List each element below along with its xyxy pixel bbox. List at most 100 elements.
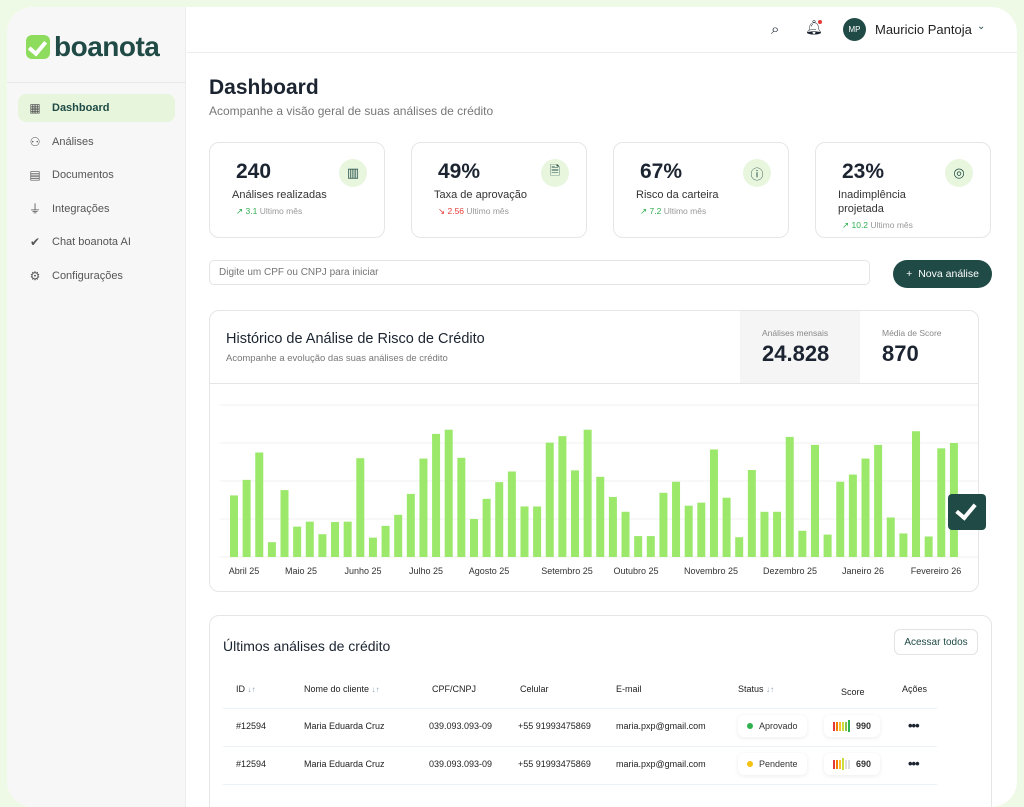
chart-bar (469, 519, 478, 557)
cell-email: maria.pxp@gmail.com (616, 721, 706, 731)
cpf-cnpj-search-input[interactable] (209, 260, 870, 285)
chart-bar (608, 496, 617, 557)
stat-value: 67% (640, 160, 683, 183)
column-header-status[interactable]: Status ↓↑ (738, 684, 774, 694)
chart-bar (255, 452, 264, 557)
document-icon: ▤ (29, 168, 41, 182)
chart-bar (773, 511, 782, 557)
chart-bar (545, 442, 554, 557)
plus-icon: + (906, 268, 913, 280)
sidebar-item-label: Dashboard (52, 102, 110, 114)
search-icon[interactable]: ⌕ (771, 21, 780, 38)
status-label: Pendente (759, 759, 798, 769)
column-header-score: Score (841, 687, 865, 697)
chart-bar (520, 506, 529, 557)
sidebar-item-chat[interactable]: ✔ Chat boanota AI (18, 228, 175, 256)
x-tick-label: Abril 25 (229, 566, 260, 576)
column-header-doc: CPF/CNPJ (432, 684, 477, 694)
sidebar-item-integracoes[interactable]: ⏚ Integrações (18, 195, 175, 223)
table-title: Últimos análises de crédito (223, 638, 391, 654)
chart-bar (709, 449, 718, 557)
chart-bar (356, 458, 365, 557)
chart-bar (230, 495, 238, 557)
sort-icon: ↓↑ (247, 685, 256, 694)
plug-icon: ⏚ (28, 202, 41, 216)
grid-icon: ▦ (29, 101, 41, 115)
cell-phone: +55 91993475869 (518, 721, 591, 731)
stat-trend: ↗ 10.2 Ultimo mês (842, 220, 913, 231)
sidebar-item-label: Configurações (52, 269, 123, 282)
view-all-button[interactable]: Acessar todos (894, 629, 978, 655)
stat-delta: 10.2 (851, 220, 869, 230)
cell-doc: 039.093.093-09 (429, 721, 493, 731)
chart-bar (331, 522, 340, 557)
kpi-label: Média de Score (882, 328, 942, 338)
stat-delta: 3.1 (245, 206, 258, 216)
chart-bar (810, 444, 819, 557)
logo[interactable]: boanota (26, 31, 160, 63)
trend-up-icon: ↗ (640, 206, 650, 216)
chat-boanota-button[interactable] (948, 494, 986, 530)
column-header-name[interactable]: Nome do cliente ↓↑ (304, 684, 380, 694)
x-tick-label: Dezembro 25 (763, 566, 817, 576)
trend-up-icon: ↗ (842, 220, 852, 230)
sidebar-nav: ▦ Dashboard ⚇ Análises ▤ Documentos ⏚ Integr… (18, 94, 175, 295)
x-tick-label: Julho 25 (409, 566, 443, 576)
chart-bar (457, 457, 466, 557)
x-tick-label: Novembro 25 (684, 566, 738, 576)
status-dot (747, 723, 753, 729)
user-name[interactable]: Mauricio Pantoja (875, 22, 972, 37)
logo-text: boanota (54, 31, 160, 62)
chart-bar (684, 505, 693, 557)
status-badge: Pendente (738, 753, 807, 775)
sidebar-item-analises[interactable]: ⚇ Análises (18, 128, 175, 156)
x-tick-label: Outubro 25 (613, 566, 658, 576)
stat-delta: 7.2 (649, 206, 662, 216)
stat-period: Ultimo mês (870, 220, 913, 230)
column-header-email: E-mail (616, 684, 642, 694)
button-label: Nova análise (918, 268, 979, 280)
more-actions-icon[interactable]: ••• (908, 718, 920, 733)
status-badge: Aprovado (738, 715, 807, 737)
new-analysis-button[interactable]: + Nova análise (893, 260, 992, 288)
kpi-value: 870 (882, 341, 919, 366)
chart-bar (419, 458, 428, 557)
divider (210, 383, 978, 384)
cell-doc: 039.093.093-09 (429, 759, 493, 769)
sort-icon: ↓↑ (371, 685, 380, 694)
sidebar-item-documentos[interactable]: ▤ Documentos (18, 161, 175, 189)
sidebar-item-label: Análises (52, 135, 94, 148)
status-dot (747, 761, 753, 767)
avatar[interactable]: MP (843, 18, 866, 41)
kpi-average-score: Média de Score 870 (860, 311, 978, 383)
trend-down-icon: ↘ (438, 206, 448, 216)
sidebar-item-configuracoes[interactable]: ⚙ Configurações (18, 262, 175, 290)
chart-bar (899, 533, 908, 557)
chart-bar (646, 536, 655, 557)
cell-phone: +55 91993475869 (518, 759, 591, 769)
boanota-logo-icon (26, 35, 50, 59)
chart-bar (785, 436, 794, 557)
bar-chart: Abril 25 Maio 25 Junho 25 Julho 25 Agosto 25… (220, 404, 978, 576)
chart-bar (659, 492, 668, 557)
chevron-down-icon[interactable]: ⌄ (977, 21, 986, 32)
stat-delta: 2.56 (447, 206, 465, 216)
column-header-id[interactable]: ID ↓↑ (236, 684, 256, 694)
chart-bar (533, 506, 542, 557)
x-tick-label: Agosto 25 (469, 566, 510, 576)
stat-label: Risco da carteira (636, 189, 719, 201)
header-label: Nome do cliente (304, 684, 370, 694)
chart-bar (861, 458, 870, 557)
sidebar-item-dashboard[interactable]: ▦ Dashboard (18, 94, 175, 122)
chart-bar (444, 429, 453, 557)
more-actions-icon[interactable]: ••• (908, 756, 920, 771)
sidebar-item-label: Integrações (52, 202, 110, 215)
app-window: boanota ▦ Dashboard ⚇ Análises ▤ Documentos… (7, 7, 1017, 807)
score-value: 990 (856, 721, 872, 731)
chart-bar (495, 482, 504, 557)
chart-bar (672, 481, 681, 557)
chart-bar (621, 511, 630, 557)
cell-email: maria.pxp@gmail.com (616, 759, 706, 769)
risk-history-chart-card: Histórico de Análise de Risco de Crédito… (209, 310, 979, 592)
score-badge: 990 (824, 715, 881, 737)
